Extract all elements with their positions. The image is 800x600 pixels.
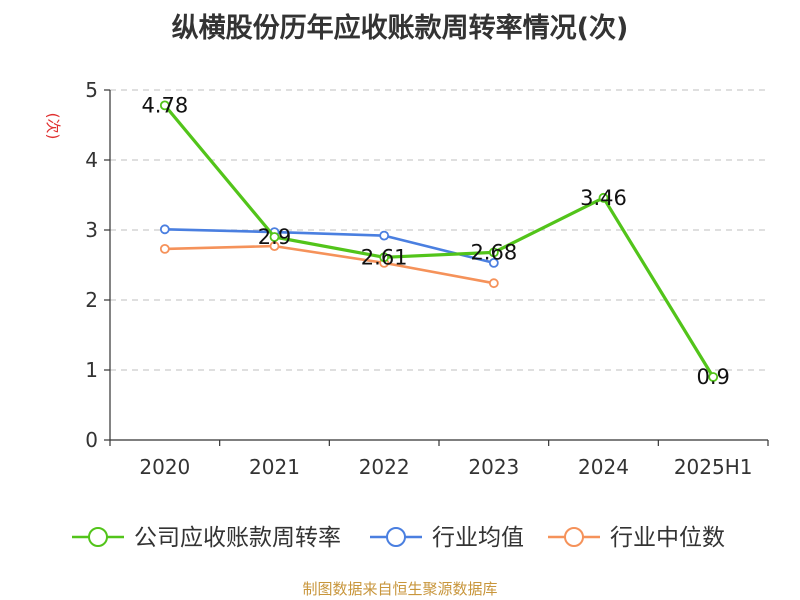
data-point xyxy=(488,278,499,289)
y-axis-label: (次) xyxy=(44,113,62,140)
x-tick-label: 2021 xyxy=(249,455,300,479)
legend-label: 行业中位数 xyxy=(610,525,725,551)
legend-label: 公司应收账款周转率 xyxy=(134,525,341,551)
x-tick-label: 2020 xyxy=(139,455,190,479)
data-labels: 4.78 2.9 2.61 2.68 3.46 0.9 xyxy=(141,93,729,389)
y-tick-label: 5 xyxy=(85,78,98,102)
x-tick-label: 2025H1 xyxy=(674,455,753,479)
data-point xyxy=(488,247,499,258)
legend-label: 行业均值 xyxy=(432,525,524,551)
x-tick-label: 2024 xyxy=(578,455,629,479)
legend-swatch-marker xyxy=(386,527,406,547)
data-label: 4.78 xyxy=(141,93,188,117)
series-layer xyxy=(159,100,719,382)
legend-swatch-marker xyxy=(88,527,108,547)
series-line xyxy=(164,244,495,285)
y-tick-label: 1 xyxy=(85,358,98,382)
legend-swatch-marker xyxy=(564,527,584,547)
chart-title: 纵横股份历年应收账款周转率情况(次) xyxy=(171,13,629,44)
data-point xyxy=(159,243,170,254)
data-label: 3.46 xyxy=(580,186,627,210)
data-point xyxy=(159,224,170,235)
data-point xyxy=(379,230,390,241)
data-point xyxy=(379,252,390,263)
data-point xyxy=(488,257,499,268)
y-tick-label: 2 xyxy=(85,288,98,312)
x-tick-label: 2022 xyxy=(359,455,410,479)
data-label: 2.68 xyxy=(470,240,517,264)
series-line xyxy=(164,228,495,265)
data-point xyxy=(269,241,280,252)
data-point xyxy=(708,372,719,382)
y-tick-label: 3 xyxy=(85,218,98,242)
x-tick-label: 2023 xyxy=(468,455,519,479)
series-line xyxy=(163,104,715,378)
data-label: 2.9 xyxy=(258,225,291,249)
y-tick-label: 0 xyxy=(85,428,98,452)
data-point xyxy=(598,192,609,203)
source-note: 制图数据来自恒生聚源数据库 xyxy=(302,580,498,598)
data-label: 0.9 xyxy=(696,365,729,389)
data-point xyxy=(269,232,280,242)
data-point xyxy=(159,100,170,111)
axes: 0 1 2 3 4 5 2020 2021 2022 2023 2024 2025H1 (次) xyxy=(44,78,769,479)
data-label: 2.61 xyxy=(361,245,408,269)
y-tick-label: 4 xyxy=(85,148,98,172)
legend: 公司应收账款周转率 行业均值 行业中位数 xyxy=(72,525,725,551)
